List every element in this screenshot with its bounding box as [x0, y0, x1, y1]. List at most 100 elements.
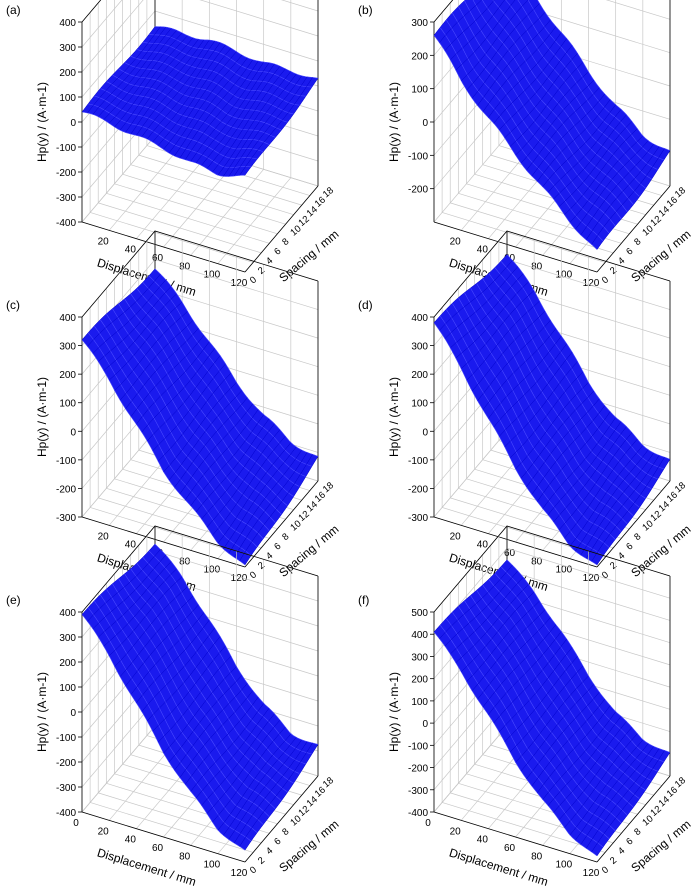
surface-line [87, 273, 161, 347]
y-axis [596, 480, 671, 568]
surface-line [585, 146, 660, 240]
surface [433, 254, 671, 566]
surface-line [212, 68, 286, 173]
x-tick-label: 40 [477, 835, 489, 846]
surface-line [515, 71, 589, 156]
z-tick-label: 300 [411, 652, 428, 663]
surface-line [466, 3, 540, 91]
surface-line [201, 713, 275, 806]
z-axis-label: Hp(y) / (A·m-1) [387, 672, 401, 752]
surface-line [499, 647, 573, 733]
gridline [81, 135, 156, 223]
surface-line [136, 341, 210, 425]
surface-line [152, 645, 226, 732]
surface-line [488, 631, 562, 715]
surface-line [585, 455, 660, 559]
surface-line [515, 382, 589, 470]
y-axis-label: Spacing / mm [628, 817, 693, 875]
surface-line [163, 382, 237, 472]
surface-line [195, 418, 270, 513]
y-tick-label: 4 [616, 255, 627, 267]
surface-line [147, 355, 221, 442]
surface-line [87, 549, 161, 622]
z-tick-label: -200 [408, 484, 428, 495]
surface-line [119, 595, 194, 677]
surface-line [174, 397, 248, 488]
surface-line [460, 0, 529, 82]
surface-line [542, 711, 616, 800]
y-tick-label: 0 [248, 274, 259, 286]
z-tick-label: -400 [408, 808, 428, 819]
surface-line [179, 403, 254, 495]
surface-line [98, 286, 172, 362]
surface-line [201, 423, 275, 520]
y-tick-label: 2 [256, 265, 267, 277]
y-tick-label: 2 [256, 855, 267, 867]
surface-line [206, 429, 281, 528]
surface [433, 559, 671, 857]
surface-line [520, 684, 595, 772]
surface-line [493, 343, 567, 428]
surface-line [504, 656, 578, 742]
z-tick-label: 100 [411, 697, 428, 708]
surface-line [537, 705, 611, 793]
surface-line [488, 32, 562, 118]
surface-line [471, 310, 546, 392]
gridline [450, 202, 614, 254]
y-axis [596, 775, 671, 863]
y-tick-label: 4 [264, 255, 275, 267]
surface-line [504, 53, 578, 139]
z-tick-label: 200 [411, 675, 428, 686]
surface-line [130, 612, 205, 695]
surface [433, 0, 671, 250]
surface-line [471, 12, 546, 99]
z-tick-label: -200 [56, 758, 76, 769]
surface-line [499, 45, 573, 131]
y-tick-label: 0 [248, 864, 259, 876]
y-axis-label: Spacing / mm [628, 522, 693, 580]
y-tick-label: 6 [624, 246, 635, 258]
surface-line [147, 636, 221, 722]
z-tick-label: 0 [70, 708, 76, 719]
panel-label: (c) [6, 298, 20, 312]
surface-line [482, 26, 557, 112]
surface-line [108, 32, 183, 124]
gridline [136, 152, 210, 239]
gridline [90, 212, 254, 263]
gridline [190, 169, 264, 256]
surface-line [455, 281, 529, 359]
x-tick-label: 100 [203, 860, 220, 871]
surface-line [450, 577, 524, 655]
x-tick-label: 100 [203, 565, 220, 576]
z-tick-label: -300 [56, 193, 76, 204]
z-tick-label: -300 [56, 513, 76, 524]
gridline [108, 144, 183, 231]
x-tick-label: 60 [152, 253, 164, 264]
surface-line [179, 690, 253, 778]
surface-line [152, 363, 226, 451]
surface-line [558, 121, 633, 207]
z-tick-label: 100 [59, 683, 76, 694]
surface-line [81, 268, 156, 341]
surface-line [553, 426, 627, 523]
panel-label: (f) [358, 593, 369, 607]
surface-line [223, 73, 297, 177]
x-tick-label: 120 [231, 573, 248, 584]
surface-line [103, 30, 177, 120]
y-tick-label: 6 [272, 246, 283, 258]
surface-fill [434, 559, 670, 856]
surface-line [119, 37, 194, 131]
surface [81, 26, 319, 177]
surface-line [439, 260, 513, 331]
surface-line [92, 554, 167, 630]
panel-label: (d) [358, 298, 373, 312]
x-tick-label: 80 [531, 556, 543, 567]
z-tick-label: 200 [59, 68, 76, 79]
surface-line [531, 93, 605, 177]
surface-line [212, 436, 286, 536]
surface-line [201, 63, 275, 166]
surface-line [526, 87, 600, 171]
surface-line [125, 328, 199, 409]
